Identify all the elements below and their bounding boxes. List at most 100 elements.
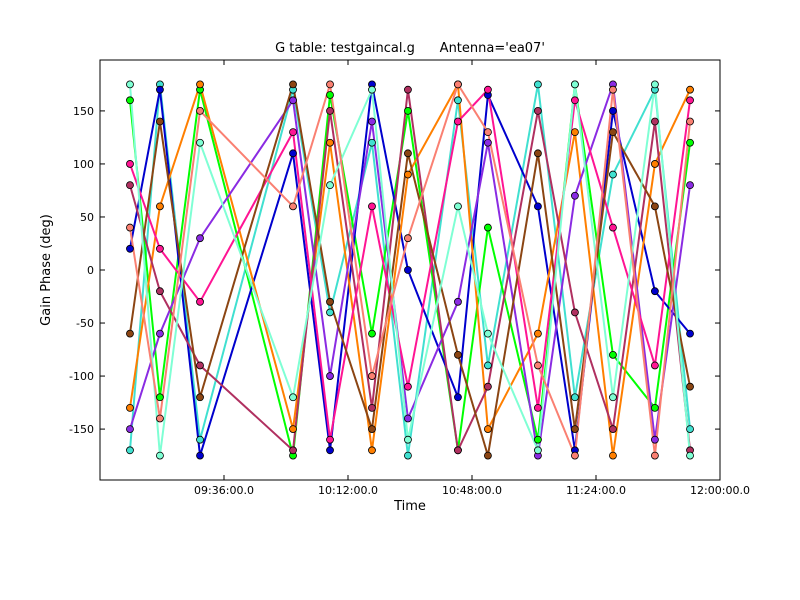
data-point <box>609 350 617 359</box>
series-line <box>128 80 691 456</box>
data-point <box>126 244 134 253</box>
data-point <box>609 425 617 433</box>
x-axis-label: Time <box>393 499 426 514</box>
data-point <box>571 128 579 137</box>
data-point <box>686 451 694 460</box>
data-point <box>571 96 579 105</box>
data-point <box>368 202 376 211</box>
data-point <box>404 435 412 444</box>
y-tick-label: -150 <box>69 423 94 436</box>
data-point <box>609 85 617 94</box>
data-point <box>404 234 412 243</box>
data-point <box>326 297 334 306</box>
data-point <box>609 170 617 179</box>
data-point <box>571 451 579 460</box>
x-tick-label: 11:24:00.0 <box>566 484 626 497</box>
data-point <box>289 149 297 158</box>
data-point <box>196 80 204 89</box>
data-point <box>156 451 164 460</box>
x-tick-label: 09:36:00.0 <box>194 484 254 497</box>
data-point <box>686 382 694 391</box>
data-point <box>534 329 542 338</box>
data-point <box>534 80 542 89</box>
data-point <box>571 393 579 402</box>
data-point <box>534 435 542 444</box>
data-point <box>126 329 134 338</box>
data-point <box>651 160 659 168</box>
data-point <box>686 329 694 338</box>
data-point <box>484 382 492 391</box>
data-point <box>326 107 334 115</box>
data-point <box>686 96 694 105</box>
data-point <box>196 393 204 402</box>
series-line <box>128 84 691 456</box>
data-point <box>326 80 334 89</box>
data-point <box>404 382 412 391</box>
data-point <box>484 451 492 460</box>
data-point <box>326 372 334 380</box>
data-point <box>404 149 412 158</box>
data-point <box>404 170 412 179</box>
data-point <box>368 403 376 412</box>
data-point <box>571 308 579 317</box>
data-point <box>686 138 694 147</box>
data-point <box>571 191 579 200</box>
data-point <box>454 393 462 402</box>
data-point <box>534 446 542 455</box>
y-tick-label: 150 <box>73 105 94 118</box>
data-point <box>454 350 462 359</box>
data-point <box>484 361 492 370</box>
data-point <box>126 223 134 232</box>
series-line <box>128 84 692 456</box>
data-point <box>484 223 492 232</box>
series-line <box>128 82 692 456</box>
data-point <box>609 393 617 402</box>
data-point <box>156 85 164 94</box>
data-point <box>368 425 376 433</box>
data-point <box>326 138 334 147</box>
data-point <box>126 181 134 190</box>
data-point <box>534 107 542 115</box>
data-point <box>651 202 659 211</box>
data-point <box>126 160 134 168</box>
data-point <box>196 451 204 460</box>
data-point <box>454 117 462 126</box>
data-point <box>609 451 617 460</box>
data-point <box>484 138 492 147</box>
data-point <box>326 435 334 444</box>
data-point <box>686 117 694 126</box>
data-point <box>326 308 334 317</box>
series-line <box>129 84 692 456</box>
data-point <box>196 297 204 306</box>
data-point <box>289 96 297 105</box>
data-point <box>651 435 659 444</box>
data-point <box>326 446 334 455</box>
data-point <box>404 451 412 460</box>
data-point <box>289 202 297 211</box>
data-point <box>484 85 492 94</box>
data-point <box>484 128 492 137</box>
data-point <box>368 372 376 380</box>
data-point <box>609 107 617 115</box>
data-point <box>289 393 297 402</box>
data-point <box>534 149 542 158</box>
x-tick-label: 12:00:00.0 <box>690 484 750 497</box>
data-point <box>196 361 204 370</box>
data-point <box>326 181 334 190</box>
series-line <box>128 84 692 456</box>
data-point <box>534 202 542 211</box>
data-point <box>484 425 492 433</box>
data-point <box>651 287 659 296</box>
chart-title: G table: testgaincal.g Antenna='ea07' <box>275 41 545 56</box>
data-point <box>368 329 376 338</box>
data-point <box>126 425 134 433</box>
data-point <box>651 403 659 412</box>
data-point <box>368 85 376 94</box>
data-point <box>156 244 164 253</box>
data-point <box>651 451 659 460</box>
data-point <box>126 96 134 105</box>
data-point <box>651 117 659 126</box>
data-point <box>326 91 334 99</box>
data-point <box>404 414 412 423</box>
